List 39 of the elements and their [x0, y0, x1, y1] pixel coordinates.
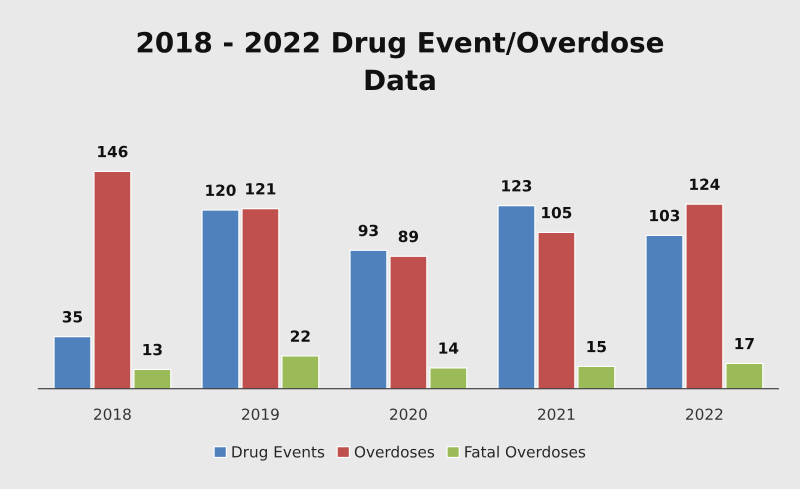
bar: [429, 367, 468, 389]
data-label: 124: [690, 178, 720, 190]
bar: [537, 232, 576, 389]
chart-title: 2018 - 2022 Drug Event/Overdose Data: [138, 31, 664, 90]
data-label: 17: [735, 338, 754, 350]
bar: [577, 366, 616, 389]
data-label: 93: [358, 224, 378, 236]
x-tick-label: 2018: [94, 408, 131, 420]
x-tick-label: 2022: [686, 408, 722, 420]
x-tick-label: 2021: [538, 408, 574, 420]
bar: [725, 362, 764, 389]
data-label: 105: [542, 206, 572, 218]
data-label: 35: [62, 311, 82, 323]
data-label: 14: [439, 342, 458, 354]
data-label: 15: [587, 341, 606, 352]
bar: [350, 250, 388, 389]
x-tick-label: 2019: [242, 408, 279, 420]
bar: [389, 256, 428, 389]
data-label: 121: [246, 183, 276, 194]
bar: [646, 234, 684, 389]
bar: [498, 205, 536, 389]
bar: [241, 208, 280, 389]
bar: [54, 336, 92, 389]
bar: [93, 170, 132, 389]
bar: [202, 210, 240, 389]
data-label: 120: [206, 184, 236, 196]
data-label: 22: [290, 330, 310, 342]
legend-label: Fatal Overdoses: [465, 446, 586, 458]
data-label: 123: [502, 180, 532, 192]
x-tick-label: 2020: [390, 408, 427, 420]
legend-label: Drug Events: [232, 446, 324, 461]
bar: [685, 204, 724, 389]
data-label: 89: [398, 230, 418, 242]
bar: [281, 355, 320, 389]
legend-label: Overdoses: [354, 446, 434, 458]
data-label: 103: [650, 210, 680, 222]
data-label: 13: [143, 344, 162, 356]
bar: [133, 368, 172, 389]
data-label: 146: [98, 146, 128, 158]
